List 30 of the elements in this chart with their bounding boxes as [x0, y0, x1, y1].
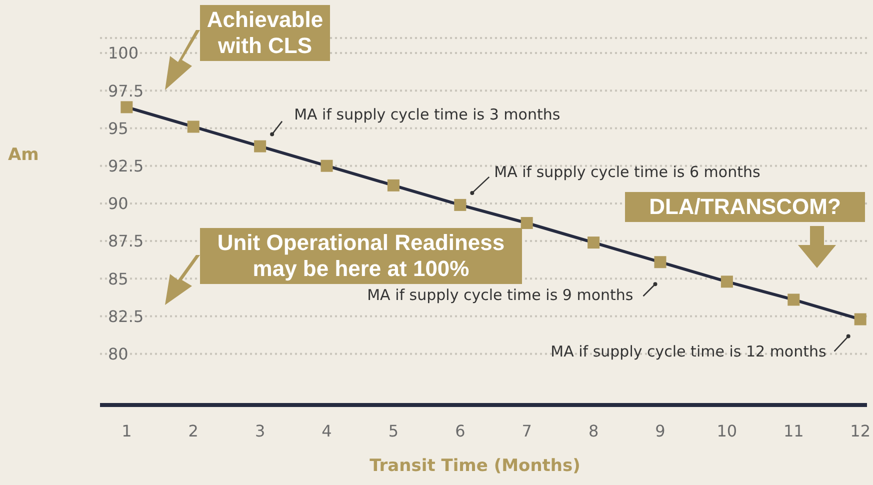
- y-tick-label: 85: [108, 269, 128, 288]
- x-tick-label: 11: [783, 421, 804, 440]
- y-axis-title: Am: [8, 145, 39, 165]
- y-tick-label: 82.5: [108, 306, 144, 326]
- x-tick-label: 5: [388, 421, 399, 440]
- x-tick-label: 6: [455, 421, 466, 440]
- y-tick-label: 87.5: [108, 232, 144, 251]
- x-tick-label: 8: [588, 421, 599, 440]
- x-tick-label: 12: [850, 421, 871, 440]
- y-tick-label: 100: [108, 44, 139, 63]
- x-tick-label: 4: [322, 421, 332, 440]
- annotation: Achievable with CLS: [200, 5, 330, 61]
- x-tick-label: 1: [122, 421, 132, 440]
- annotation: Unit Operational Readiness may be here at 100%: [200, 228, 522, 284]
- x-tick-label: 9: [655, 421, 666, 440]
- annotation: DLA/TRANSCOM?: [625, 192, 865, 222]
- y-tick-label: 80: [108, 344, 128, 364]
- x-tick-label: 2: [188, 421, 198, 440]
- y-tick-label: 97.5: [108, 81, 144, 100]
- x-tick-label: 7: [522, 421, 532, 440]
- x-tick-label: 10: [716, 421, 738, 440]
- y-tick-label: 95: [108, 118, 128, 138]
- y-tick-label: 92.5: [108, 156, 144, 176]
- annotation: MA if supply cycle time is 9 months: [367, 286, 634, 304]
- annotation: MA if supply cycle time is 3 months: [294, 105, 560, 124]
- x-axis-title: Transit Time (Months): [368, 456, 582, 476]
- x-tick-label: 3: [254, 421, 266, 440]
- annotation: MA if supply cycle time is 12 months: [550, 342, 827, 360]
- annotation: MA if supply cycle time is 6 months: [494, 162, 760, 181]
- y-tick-label: 90: [108, 194, 128, 214]
